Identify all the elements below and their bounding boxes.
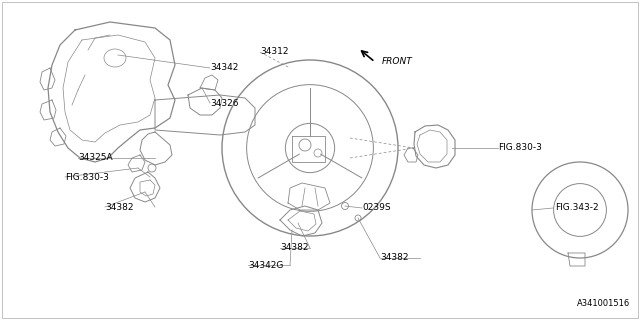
Text: FRONT: FRONT (382, 58, 413, 67)
Text: FIG.343-2: FIG.343-2 (555, 204, 598, 212)
Text: 34342: 34342 (210, 63, 238, 73)
Text: 34342G: 34342G (248, 260, 284, 269)
Text: FIG.830-3: FIG.830-3 (65, 172, 109, 181)
Text: 0239S: 0239S (362, 204, 390, 212)
Text: 34312: 34312 (260, 47, 289, 57)
Text: 34326: 34326 (210, 99, 239, 108)
Text: 34382: 34382 (380, 253, 408, 262)
Text: 34382: 34382 (280, 244, 308, 252)
Text: 34382: 34382 (105, 203, 134, 212)
Text: FIG.830-3: FIG.830-3 (498, 143, 542, 153)
Text: A341001516: A341001516 (577, 299, 630, 308)
Text: 34325A: 34325A (78, 154, 113, 163)
